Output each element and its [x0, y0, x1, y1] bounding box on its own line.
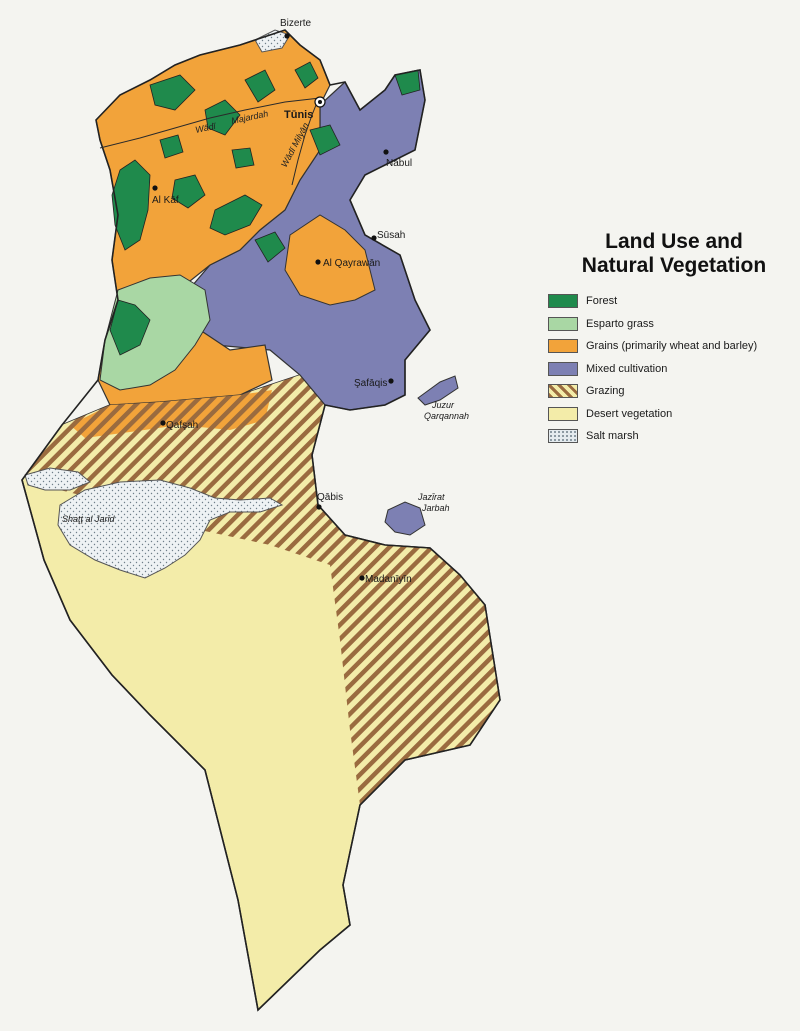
juzur-qarqannah-island	[417, 375, 459, 406]
label-qarqannah: Qarqannah	[424, 411, 469, 421]
legend-label: Forest	[586, 295, 618, 308]
shatt-al-jarid-salt-marsh	[57, 479, 284, 579]
legend-label: Grazing	[586, 385, 625, 398]
grazing-over-grains-qafsah	[70, 390, 272, 438]
wadi-majardah-river	[99, 97, 321, 149]
swatch-esparto-grass	[548, 316, 578, 331]
legend-item-grains: Grains (primarily wheat and barley)	[548, 335, 800, 358]
label-jarbah: Jarbah	[421, 503, 450, 513]
swatch-grazing	[548, 384, 578, 399]
label-madaniyin: Madanīyīn	[365, 574, 412, 585]
grains-patch-sahel	[284, 214, 376, 306]
map-legend: Land Use and Natural Vegetation Forest E…	[548, 230, 800, 448]
legend-title-line1: Land Use and	[605, 230, 743, 253]
legend-item-grazing: Grazing	[548, 380, 800, 403]
legend-item-desert-vegetation: Desert vegetation	[548, 403, 800, 426]
legend-item-mixed-cultivation: Mixed cultivation	[548, 358, 800, 381]
swatch-forest	[548, 294, 578, 309]
legend-item-forest: Forest	[548, 290, 800, 313]
label-wadi: Wādī	[194, 121, 217, 135]
salt-marsh-north	[254, 29, 291, 53]
forest-patches	[109, 61, 421, 356]
label-al-qayrawan: Al Qayrawān	[323, 258, 380, 269]
legend-item-salt-marsh: Salt marsh	[548, 425, 800, 448]
label-bizerte: Bizerte	[280, 18, 312, 29]
label-qabis: Qābis	[317, 492, 343, 503]
legend-label: Desert vegetation	[586, 407, 673, 420]
capital-marker	[314, 96, 326, 108]
swatch-desert-vegetation	[548, 406, 578, 421]
label-susah: Sūsah	[377, 230, 405, 241]
legend-label: Esparto grass	[586, 317, 654, 330]
legend-title-line2: Natural Vegetation	[581, 254, 767, 277]
legend-label: Mixed cultivation	[586, 362, 668, 375]
label-al-kaf: Al Kāf	[152, 195, 179, 206]
label-shatt-al-jarid: Shaţţ al Jarīd	[62, 514, 116, 524]
swatch-salt-marsh	[548, 429, 578, 444]
legend-title: Land Use and Natural Vegetation	[548, 230, 800, 278]
swatch-mixed-cultivation	[548, 361, 578, 376]
city-markers	[152, 33, 394, 581]
wadi-milyan-river	[291, 99, 319, 186]
label-jazirat: Jazīrat	[417, 492, 445, 502]
country-outline	[21, 29, 501, 1012]
label-nabul: Nābul	[386, 158, 412, 169]
legend-item-esparto-grass: Esparto grass	[548, 313, 800, 336]
jazirat-jarbah-island	[384, 501, 426, 536]
label-qafsah: Qafşah	[166, 420, 198, 431]
salt-marsh-west	[24, 467, 91, 491]
legend-label: Salt marsh	[586, 430, 639, 443]
label-safaqis: Şafāqis	[354, 378, 387, 389]
label-tunis: Tūnis	[284, 109, 313, 121]
label-juzur: Juzur	[431, 400, 455, 410]
swatch-grains	[548, 339, 578, 354]
legend-label: Grains (primarily wheat and barley)	[586, 340, 758, 353]
legend-items: Forest Esparto grass Grains (primarily w…	[548, 290, 800, 448]
